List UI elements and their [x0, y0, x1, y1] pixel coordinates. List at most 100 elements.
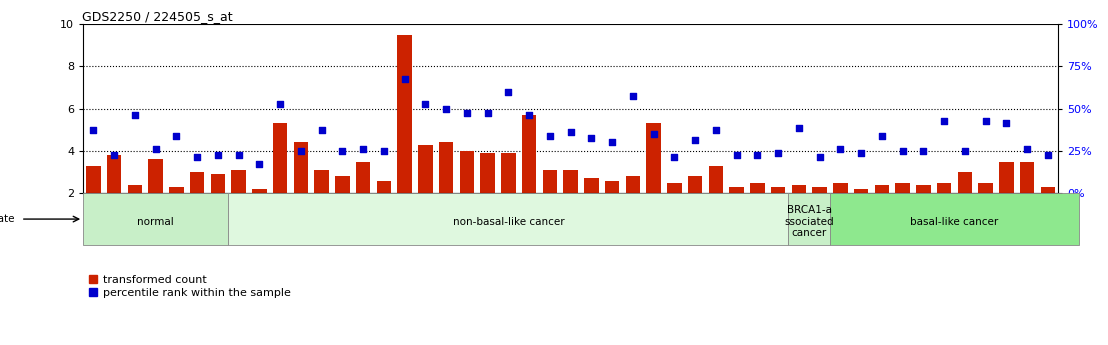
Bar [605, 180, 619, 193]
Point [479, 110, 496, 116]
Bar [854, 189, 869, 193]
Bar [439, 142, 453, 193]
Text: disease state: disease state [0, 214, 14, 224]
Text: normal: normal [137, 217, 174, 227]
Point [458, 110, 475, 116]
Point [209, 152, 227, 158]
Bar [789, 193, 830, 245]
Bar [211, 174, 225, 193]
Point [167, 134, 185, 139]
Bar [127, 185, 142, 193]
Point [250, 161, 268, 166]
Point [666, 155, 684, 160]
Point [521, 112, 538, 118]
Bar [646, 124, 660, 193]
Point [873, 134, 891, 139]
Point [852, 150, 870, 156]
Point [126, 112, 144, 118]
Point [935, 119, 953, 124]
Bar [294, 142, 308, 193]
Bar [398, 35, 412, 193]
Text: non-basal-like cancer: non-basal-like cancer [452, 217, 564, 227]
Bar [750, 183, 765, 193]
Bar [232, 170, 246, 193]
Point [645, 131, 663, 137]
Bar [936, 183, 952, 193]
Point [312, 127, 330, 132]
Point [749, 152, 767, 158]
Bar [481, 153, 495, 193]
Bar [709, 166, 724, 193]
Bar [377, 180, 391, 193]
Bar [957, 172, 972, 193]
Point [271, 102, 289, 107]
Bar [189, 172, 205, 193]
Bar [626, 176, 640, 193]
Bar [688, 176, 702, 193]
Point [1018, 146, 1036, 151]
Point [334, 148, 351, 154]
Bar [874, 185, 889, 193]
Bar [667, 183, 681, 193]
Bar [228, 193, 789, 245]
Point [229, 152, 247, 158]
Point [188, 155, 206, 160]
Point [707, 127, 725, 132]
Point [583, 136, 601, 141]
Point [956, 148, 974, 154]
Point [375, 148, 392, 154]
Point [541, 134, 558, 139]
Bar [253, 189, 267, 193]
Point [728, 152, 746, 158]
Point [293, 148, 310, 154]
Point [105, 152, 123, 158]
Point [811, 155, 829, 160]
Point [500, 89, 517, 95]
Bar [315, 170, 329, 193]
Point [624, 93, 642, 99]
Text: GDS2250 / 224505_s_at: GDS2250 / 224505_s_at [82, 10, 233, 23]
Legend: transformed count, percentile rank within the sample: transformed count, percentile rank withi… [89, 275, 291, 298]
Text: BRCA1-a
ssociated
cancer: BRCA1-a ssociated cancer [784, 205, 834, 238]
Bar [335, 176, 350, 193]
Point [769, 150, 787, 156]
Point [997, 121, 1015, 126]
Point [438, 106, 455, 111]
Bar [1040, 187, 1055, 193]
Point [84, 127, 102, 132]
Bar [812, 187, 827, 193]
Bar [833, 183, 848, 193]
Bar [830, 193, 1079, 245]
Bar [273, 124, 287, 193]
Bar [170, 187, 184, 193]
Bar [584, 178, 598, 193]
Bar [791, 185, 807, 193]
Bar [86, 166, 101, 193]
Point [790, 125, 808, 130]
Bar [729, 187, 743, 193]
Point [686, 138, 704, 143]
Bar [543, 170, 557, 193]
Bar [83, 193, 228, 245]
Point [976, 119, 994, 124]
Bar [916, 185, 931, 193]
Bar [501, 153, 515, 193]
Bar [356, 161, 370, 193]
Bar [978, 183, 993, 193]
Point [562, 129, 579, 135]
Point [831, 146, 849, 151]
Bar [563, 170, 578, 193]
Bar [895, 183, 910, 193]
Bar [418, 145, 432, 193]
Bar [148, 159, 163, 193]
Bar [460, 151, 474, 193]
Bar [107, 155, 122, 193]
Point [603, 140, 620, 145]
Point [396, 76, 413, 82]
Point [914, 148, 932, 154]
Bar [522, 115, 536, 193]
Point [894, 148, 912, 154]
Point [417, 102, 434, 107]
Point [355, 146, 372, 151]
Text: basal-like cancer: basal-like cancer [911, 217, 998, 227]
